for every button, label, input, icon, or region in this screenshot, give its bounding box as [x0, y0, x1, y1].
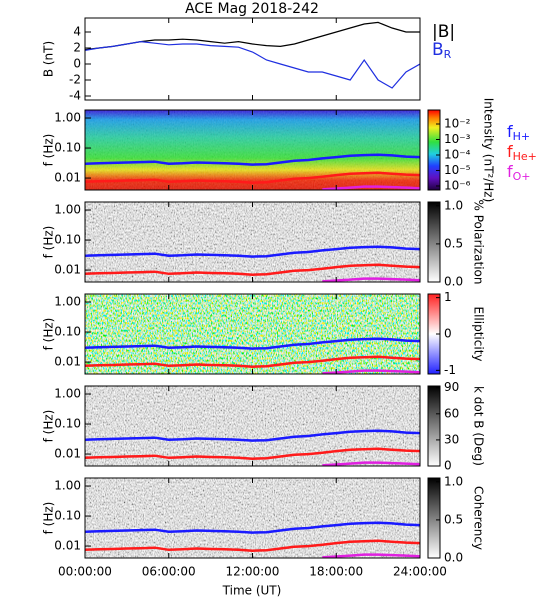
- colorbar-tick-label: 0.0: [444, 275, 463, 289]
- y-tick-label: 0.01: [54, 263, 81, 277]
- gyro-line: [85, 539, 420, 552]
- legend-label: fO+: [507, 162, 531, 184]
- gyro-line: [85, 171, 420, 184]
- gyro-line: [85, 153, 420, 166]
- y-tick-label: 4: [73, 25, 81, 39]
- colorbar-tick-label: 30: [444, 432, 459, 446]
- legend-label: fH+: [507, 122, 530, 144]
- gyro-line: [322, 369, 420, 374]
- x-tick-label: 12:00:00: [226, 565, 280, 579]
- y-axis-label: f (Hz): [42, 502, 56, 535]
- legend-text: f: [507, 142, 513, 161]
- spectrogram-background: [85, 386, 420, 466]
- colorbar-label: Coherency: [472, 486, 486, 550]
- colorbar-tick-label: 0.5: [444, 236, 463, 250]
- spectrogram-background: [85, 478, 420, 558]
- gyro-line: [322, 553, 420, 558]
- line: [85, 40, 420, 89]
- y-axis-label: f (Hz): [42, 410, 56, 443]
- spectrogram-background: [85, 202, 420, 282]
- y-tick-label: 0.10: [54, 325, 81, 339]
- legend-text: f: [507, 162, 513, 181]
- colorbar-label: % Polarization: [472, 200, 486, 285]
- y-axis-label: f (Hz): [42, 318, 56, 351]
- legend-sub: He+: [513, 150, 537, 163]
- colorbar-tick-label: 0: [444, 327, 452, 341]
- colorbar-tick-label: 10⁻⁵: [444, 163, 471, 177]
- gyro-line: [322, 185, 420, 190]
- colorbar-label: Intensity (nT²/Hz): [482, 98, 496, 203]
- legend-sub: H+: [513, 130, 531, 143]
- chart-title: ACE Mag 2018-242: [185, 1, 319, 17]
- y-axis-label: f (Hz): [42, 134, 56, 167]
- y-tick-label: 1.00: [54, 203, 81, 217]
- gyro-line: [85, 447, 420, 460]
- y-tick-label: 0.10: [54, 141, 81, 155]
- gyro-line: [85, 355, 420, 368]
- gyro-line: [85, 245, 420, 258]
- y-tick-label: -2: [69, 73, 81, 87]
- colorbar-tick-label: 1.0: [444, 474, 463, 488]
- y-tick-label: 1.00: [54, 295, 81, 309]
- gyro-line: [85, 521, 420, 534]
- y-tick-label: 0.10: [54, 417, 81, 431]
- colorbar-label: Ellipticity: [472, 307, 486, 362]
- colorbar: [427, 385, 441, 467]
- y-tick-label: 0.10: [54, 509, 81, 523]
- legend-sub: O+: [513, 170, 531, 183]
- x-axis-label: Time (UT): [222, 584, 282, 598]
- spectrogram-background: [85, 294, 420, 374]
- y-tick-label: 0.01: [54, 539, 81, 553]
- colorbar-tick-label: 60: [444, 406, 459, 420]
- colorbar-tick-label: 90: [444, 380, 459, 394]
- y-tick-label: 0.10: [54, 233, 81, 247]
- legend-sub: R: [444, 48, 452, 61]
- y-tick-label: 2: [73, 41, 81, 55]
- colorbar: [427, 477, 441, 559]
- y-tick-label: 0.01: [54, 447, 81, 461]
- colorbar-tick-label: 0: [444, 459, 452, 473]
- y-tick-label: 1.00: [54, 111, 81, 125]
- x-tick-label: 00:00:00: [58, 565, 112, 579]
- x-tick-label: 06:00:00: [142, 565, 196, 579]
- colorbar-tick-label: 10⁻³: [444, 132, 471, 146]
- colorbar-tick-label: -1: [444, 363, 456, 377]
- colorbar-tick-label: 0.0: [444, 551, 463, 565]
- gyro-line: [322, 461, 420, 466]
- y-axis-label: B (nT): [42, 41, 56, 77]
- y-tick-label: 0.01: [54, 355, 81, 369]
- line: [85, 21, 420, 51]
- legend-label: BR: [432, 40, 452, 61]
- legend-text: f: [507, 122, 513, 141]
- colorbar: [427, 201, 441, 283]
- legend-label: |B|: [432, 22, 455, 42]
- colorbar-tick-label: 1: [444, 290, 452, 304]
- y-tick-label: -4: [69, 89, 81, 103]
- colorbar-tick-label: 0.5: [444, 512, 463, 526]
- colorbar-tick-label: 1.0: [444, 198, 463, 212]
- spectrogram-background: [85, 110, 420, 190]
- gyro-line: [322, 277, 420, 282]
- colorbar-tick-label: 10⁻⁴: [444, 147, 471, 161]
- colorbar-tick-label: 10⁻⁶: [444, 178, 471, 192]
- y-tick-label: 1.00: [54, 387, 81, 401]
- legend-label: fHe+: [507, 142, 537, 164]
- y-tick-label: 1.00: [54, 479, 81, 493]
- y-axis-label: f (Hz): [42, 226, 56, 259]
- x-tick-label: 24:00:00: [393, 565, 447, 579]
- colorbar: [427, 109, 441, 191]
- colorbar-label: k dot B (Deg): [472, 386, 486, 466]
- x-tick-label: 18:00:00: [309, 565, 363, 579]
- axes-frame: [84, 17, 421, 101]
- gyro-line: [85, 429, 420, 442]
- gyro-line: [85, 263, 420, 276]
- gyro-line: [85, 337, 420, 350]
- y-tick-label: 0.01: [54, 171, 81, 185]
- colorbar-tick-label: 10⁻²: [444, 116, 471, 130]
- y-tick-label: 0: [73, 57, 81, 71]
- legend-text: B: [432, 40, 444, 60]
